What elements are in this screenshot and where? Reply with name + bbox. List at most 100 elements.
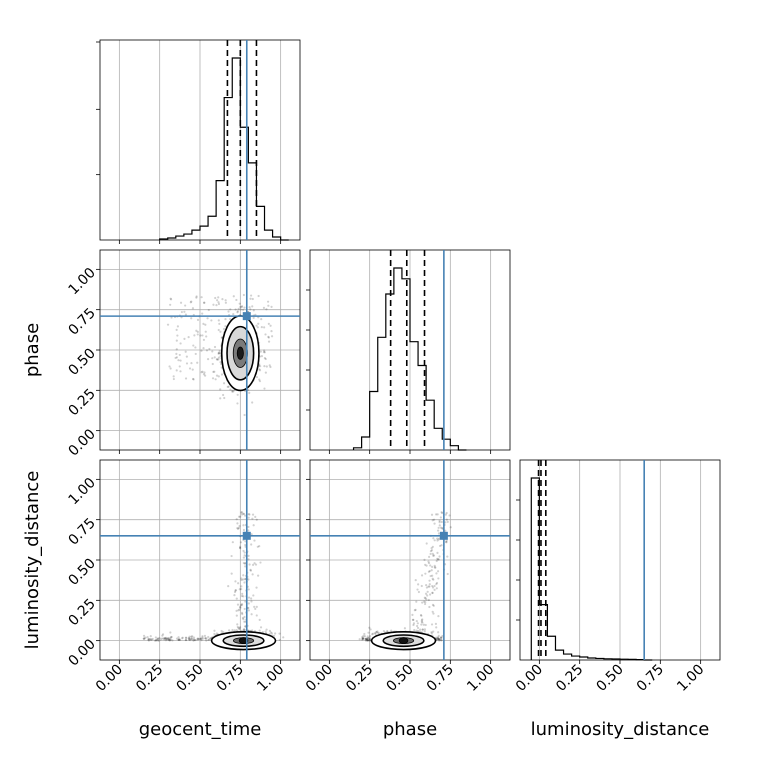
sample-point [431, 552, 434, 555]
sample-point [207, 635, 210, 639]
sample-point [444, 513, 447, 516]
sample-point [431, 545, 434, 548]
sample-point [436, 570, 440, 573]
sample-point [211, 350, 214, 353]
sample-point [268, 364, 271, 367]
sample-point [247, 525, 250, 529]
sample-point [267, 322, 270, 325]
sample-point [242, 308, 245, 311]
sample-point [176, 334, 179, 337]
sample-point [263, 357, 267, 360]
x-tick-label: 1.00 [674, 662, 707, 695]
sample-point [251, 573, 254, 576]
sample-point [445, 511, 448, 515]
y-axis-label-luminosity_distance: luminosity_distance [22, 471, 43, 650]
sample-point [207, 638, 211, 641]
sample-point [239, 546, 242, 550]
sample-point [375, 630, 378, 634]
sample-point [219, 330, 222, 333]
sample-point [427, 560, 430, 563]
truth-marker [439, 531, 448, 540]
sample-point [425, 564, 428, 567]
sample-point [184, 377, 188, 380]
sample-point [250, 600, 253, 603]
sample-point [258, 368, 261, 371]
sample-point [232, 312, 235, 316]
sample-point [263, 349, 266, 352]
sample-point [194, 352, 197, 356]
sample-point [367, 631, 370, 634]
sample-point [184, 350, 187, 353]
sample-point [249, 569, 252, 572]
sample-point [239, 515, 242, 518]
sample-point [440, 636, 443, 639]
sample-point [431, 586, 435, 589]
sample-point [361, 637, 364, 640]
sample-point [366, 639, 370, 642]
sample-point [243, 554, 246, 557]
sample-point [431, 519, 434, 522]
x-tick-label: 0.00 [513, 662, 546, 695]
sample-point [428, 583, 431, 586]
sample-point [188, 635, 191, 638]
sample-point [188, 638, 191, 641]
sample-point [240, 513, 244, 516]
sample-point [227, 385, 230, 388]
sample-point [244, 565, 247, 568]
sample-point [257, 294, 260, 298]
sample-point [211, 362, 214, 366]
sample-point [435, 636, 438, 639]
sample-point [201, 637, 204, 640]
sample-point [432, 630, 435, 633]
sample-point [175, 369, 178, 372]
sample-point [202, 338, 205, 341]
sample-point [234, 589, 237, 592]
sample-point [218, 322, 221, 325]
sample-point [423, 630, 426, 633]
sample-point [259, 626, 263, 629]
sample-point [236, 311, 239, 314]
sample-point [438, 544, 442, 548]
sample-point [437, 558, 440, 561]
sample-point [439, 636, 442, 639]
sample-point [444, 540, 448, 543]
sample-point [258, 545, 261, 548]
sample-point [270, 305, 273, 308]
sample-point [240, 588, 243, 591]
sample-point [254, 563, 258, 566]
sample-point [436, 636, 440, 639]
sample-point [428, 605, 431, 609]
sample-point [196, 361, 199, 364]
sample-point [433, 566, 436, 569]
sample-point [236, 522, 239, 525]
sample-point [238, 628, 241, 631]
sample-point [445, 539, 448, 542]
sample-point [234, 589, 238, 592]
sample-point [446, 555, 449, 558]
sample-point [363, 635, 367, 638]
x-tick-label: 0.75 [214, 662, 247, 695]
sample-point [189, 637, 193, 641]
sample-point [253, 562, 256, 565]
sample-point [424, 563, 427, 566]
histogram-step [352, 267, 467, 451]
sample-point [437, 638, 440, 641]
sample-point [376, 630, 379, 633]
sample-point [435, 626, 438, 629]
sample-point [165, 637, 168, 640]
sample-point [184, 636, 188, 639]
sample-point [207, 308, 210, 312]
sample-point [430, 623, 434, 626]
sample-point [237, 527, 240, 530]
sample-point [164, 639, 167, 642]
sample-point [252, 316, 255, 319]
sample-point [417, 583, 420, 586]
sample-point [200, 349, 203, 352]
sample-point [426, 594, 429, 597]
sample-point [423, 602, 427, 606]
sample-point [192, 344, 195, 347]
x-tick-label: 0.25 [343, 662, 376, 695]
x-tick-label: 0.50 [593, 662, 626, 695]
sample-point [419, 613, 423, 617]
sample-point [257, 574, 260, 577]
